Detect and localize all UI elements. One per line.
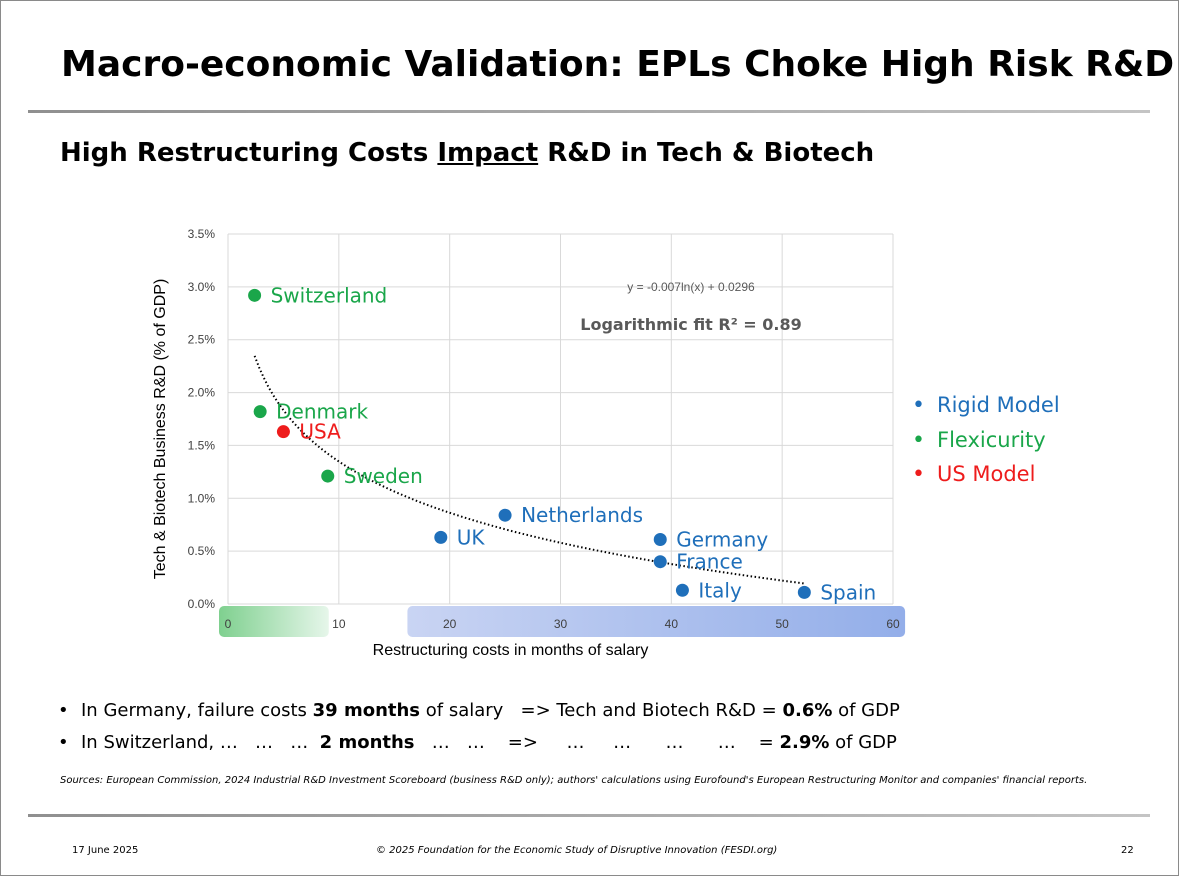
bullet-segment: In Switzerland, … … … (81, 732, 320, 753)
page-number: 22 (1121, 845, 1134, 856)
slide-subtitle: High Restructuring Costs Impact R&D in T… (60, 138, 874, 168)
x-axis-title: Restructuring costs in months of salary (373, 642, 649, 659)
legend-item-flexicurity: • Flexicurity (912, 428, 1060, 463)
bullet-highlight: 39 months (312, 700, 421, 721)
point-uk (434, 530, 448, 544)
x-tick-label: 10 (332, 617, 346, 631)
point-label-usa: USA (299, 420, 341, 444)
legend-bullet-icon: • (912, 462, 925, 487)
slide-title: Macro-economic Validation: EPLs Choke Hi… (61, 44, 1175, 85)
point-denmark (253, 405, 267, 419)
point-label-switzerland: Switzerland (271, 283, 388, 307)
trendline-equation: y = -0.007ln(x) + 0.0296 (627, 280, 755, 294)
bullet-highlight: 0.6% (782, 700, 833, 721)
bullet-segment: of GDP (832, 700, 900, 721)
y-tick-label: 3.5% (188, 227, 216, 241)
legend-bullet-icon: • (912, 393, 925, 418)
bullet-icon: • (58, 732, 69, 753)
sources-note: Sources: European Commission, 2024 Indus… (60, 775, 1088, 786)
chart-legend: • Rigid Model • Flexicurity • US Model (912, 393, 1060, 497)
y-tick-label: 2.5% (188, 333, 216, 347)
point-usa (276, 425, 290, 439)
point-sweden (321, 469, 335, 483)
y-tick-label: 0.0% (188, 597, 216, 611)
point-spain (797, 585, 811, 599)
bullet-text: In Germany, failure costs 39 months of s… (81, 700, 900, 721)
y-tick-label: 0.5% (188, 544, 216, 558)
bullet-highlight: 2.9% (779, 732, 830, 753)
legend-bullet-icon: • (912, 427, 925, 453)
legend-item-us-model: • US Model (912, 462, 1060, 497)
point-label-sweden: Sweden (344, 464, 423, 488)
footer-divider (28, 814, 1150, 817)
legend-item-rigid-model: • Rigid Model (912, 393, 1060, 428)
title-divider (28, 110, 1150, 113)
point-label-netherlands: Netherlands (521, 503, 643, 527)
point-label-germany: Germany (676, 528, 768, 552)
x-tick-label: 30 (554, 617, 568, 631)
x-tick-label: 40 (665, 617, 679, 631)
point-label-italy: Italy (698, 578, 742, 602)
y-axis-title: Tech & Biotech Business R&D (% of GDP) (152, 279, 169, 580)
subtitle-part-2: R&D in Tech & Biotech (538, 138, 875, 168)
bullet-highlight: 2 months (319, 732, 415, 753)
point-germany (653, 533, 667, 547)
subtitle-part-1: High Restructuring Costs (60, 138, 438, 168)
x-tick-label: 50 (775, 617, 789, 631)
point-netherlands (498, 508, 512, 522)
bullet-segment: In Germany, failure costs (81, 700, 313, 721)
axis-band-0 (219, 606, 329, 637)
y-tick-label: 2.0% (188, 386, 216, 400)
point-label-uk: UK (457, 525, 486, 549)
footer-date: 17 June 2025 (72, 845, 139, 856)
legend-label: Rigid Model (937, 393, 1060, 417)
subtitle-underlined-word: Impact (437, 138, 539, 168)
point-label-denmark: Denmark (276, 400, 368, 424)
trendline-fit-label: Logarithmic fit R² = 0.89 (580, 315, 802, 334)
axis-band-1 (407, 606, 906, 637)
scatter-chart: 0.0% 0.5% 1.0% 1.5% 2.0% 2.5% 3.0% 3.5% 0 10 20 30 4… (152, 227, 906, 659)
bullet-segment: of GDP (829, 732, 897, 753)
bullet-segment: … … => … … … … = (414, 732, 780, 753)
point-france (653, 555, 667, 569)
x-tick-label: 0 (225, 617, 232, 631)
x-tick-label: 20 (443, 617, 457, 631)
y-tick-label: 3.0% (188, 280, 216, 294)
footer-copyright: © 2025 Foundation for the Economic Study… (376, 845, 778, 856)
x-tick-label: 60 (886, 617, 900, 631)
y-tick-label: 1.0% (188, 491, 216, 505)
point-switzerland (248, 288, 262, 302)
bullet-text: In Switzerland, … … … 2 months … … => … … (81, 732, 897, 753)
point-italy (675, 583, 689, 597)
point-label-france: France (676, 550, 743, 574)
legend-label: Flexicurity (937, 427, 1046, 452)
y-tick-label: 1.5% (188, 438, 216, 452)
bullet-icon: • (58, 700, 69, 721)
legend-label: US Model (937, 462, 1036, 486)
point-label-spain: Spain (820, 580, 876, 604)
bullet-segment: of salary => Tech and Biotech R&D = (420, 700, 783, 721)
